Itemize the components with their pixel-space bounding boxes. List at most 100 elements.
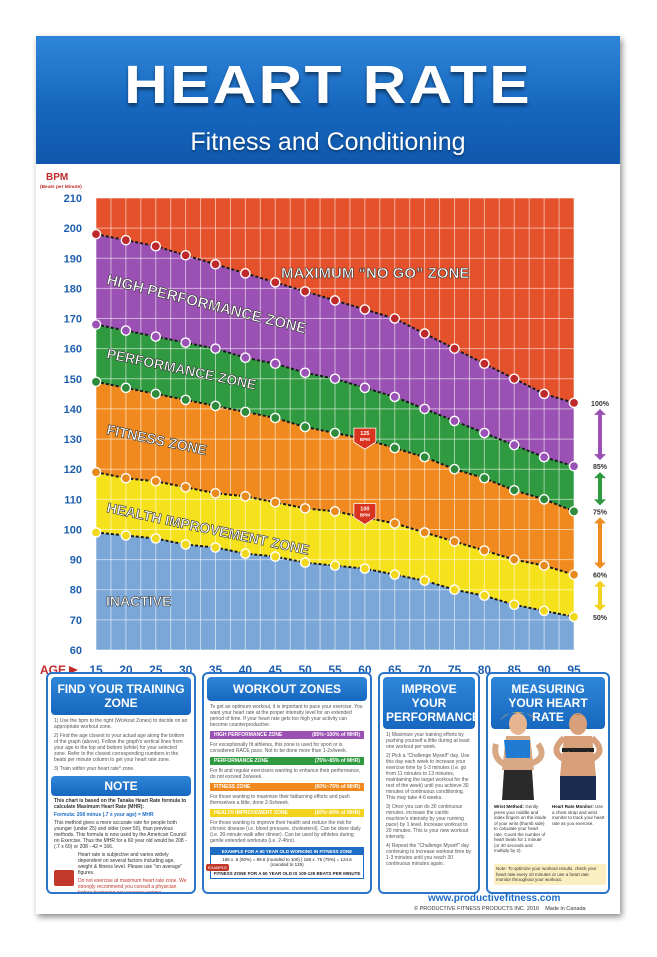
data-point (120, 234, 132, 246)
note-disclaimer: Heart rate is subjective and varies wide… (78, 852, 183, 876)
footer-made-in: Made in Canada (545, 906, 586, 912)
data-point (508, 373, 520, 385)
percent-label: 75% (593, 509, 608, 516)
data-point (150, 533, 162, 544)
improve-step-4: 4) Repeat the "Challenge Myself" day con… (386, 843, 472, 867)
data-point (210, 488, 221, 499)
data-point (329, 295, 341, 306)
data-point (210, 400, 221, 412)
data-point (538, 388, 550, 400)
data-point (389, 391, 401, 403)
footer-copyright-text: © PRODUCTIVE FITNESS PRODUCTS INC. 2016 (414, 906, 540, 912)
zone-health-label: HEALTH IMPROVEMENT ZONE (214, 810, 288, 816)
improve-performance-panel: IMPROVE YOUR PERFORMANCE 1) Maximize you… (378, 672, 480, 894)
callout-shape (353, 427, 377, 450)
example-label: EXAMPLE (206, 864, 229, 871)
note-text-2: This method gives a more accurate rate f… (54, 820, 187, 850)
y-tick-label: 120 (64, 464, 82, 476)
data-point (269, 497, 281, 508)
data-point (479, 472, 490, 484)
percent-arrow-up (594, 472, 606, 479)
data-point (508, 554, 520, 565)
zone-high-performance-pct: (85%~100% of MHR) (312, 732, 360, 738)
data-point (90, 319, 102, 330)
data-point (508, 439, 520, 451)
improve-step-1: 1) Maximize your training efforts by pus… (386, 732, 470, 750)
data-point (419, 328, 430, 339)
note-title: NOTE (51, 776, 191, 796)
percent-arrow-up (594, 408, 606, 415)
callout-value: 100 (360, 506, 369, 512)
zone-high-performance-text: For exceptionally fit athletes, this zon… (210, 742, 348, 754)
training-step-1: 1) Use the bpm to the right (Workout Zon… (54, 718, 188, 730)
note-warning: Do not exercise at maximum heart rate zo… (78, 878, 187, 894)
data-point (449, 463, 460, 475)
data-point (150, 388, 162, 400)
example-title: EXAMPLE FOR A 60 YEAR OLD WORKING IN FIT… (211, 848, 363, 855)
data-point (210, 258, 221, 270)
y-tick-label: 190 (64, 253, 82, 265)
data-point (180, 481, 191, 493)
data-point (329, 373, 341, 385)
footer-url[interactable]: www.productivefitness.com (428, 893, 561, 904)
y-tick-label: 80 (70, 585, 82, 597)
data-point (538, 451, 550, 463)
zone-fitness-text: For those wanting to maximize their fatb… (210, 794, 350, 806)
data-point (568, 506, 580, 517)
measure-note: Note: To optimize your workout results, … (494, 864, 606, 885)
improve-step-3: 3) Once you can do 30 continuous minutes… (386, 804, 469, 840)
percent-label: 85% (593, 464, 608, 471)
data-point (299, 503, 311, 514)
training-zone-title: FIND YOUR TRAINING ZONE (51, 677, 191, 715)
data-point (359, 563, 371, 574)
y-tick-label: 210 (64, 193, 82, 205)
data-point (240, 548, 251, 559)
data-point (299, 367, 311, 379)
series-50% (90, 527, 580, 623)
monitor-title: Heart Rate Monitor: (552, 804, 594, 809)
data-point (389, 313, 401, 324)
callout-shape (353, 503, 377, 525)
data-point (419, 403, 430, 415)
data-point (90, 466, 102, 478)
data-point (240, 268, 251, 279)
data-point (389, 569, 401, 580)
percent-label: 100% (591, 401, 610, 408)
zone-label: INACTIVE (106, 593, 171, 609)
data-point (508, 599, 520, 611)
example-result: FITNESS ZONE FOR A 60 YEAR OLD IS 100-12… (213, 871, 361, 876)
y-tick-label: 180 (64, 283, 82, 295)
zone-bar-fitness: FITNESS ZONE (60%~75% of MHR) (210, 783, 364, 791)
percent-arrow-down (594, 604, 606, 611)
zone-fitness-pct: (60%~75% of MHR) (314, 784, 360, 790)
data-point (269, 551, 281, 562)
percent-arrow-down (594, 562, 606, 569)
improve-step-2: 2) Pick a "Challenge Myself" day. Use th… (386, 753, 470, 801)
percent-arrow-up (594, 580, 606, 587)
data-point (479, 545, 490, 556)
data-point (269, 412, 281, 424)
training-zone-panel: FIND YOUR TRAINING ZONE 1) Use the bpm t… (46, 672, 196, 894)
data-point (419, 451, 430, 463)
y-tick-label: 70 (70, 615, 82, 627)
callout-value: 125 (360, 431, 369, 437)
data-point (150, 331, 162, 342)
percent-arrow-down (594, 454, 606, 461)
data-point (240, 491, 251, 502)
data-point (180, 394, 191, 406)
poster-title-text: HEART RATE (124, 55, 532, 115)
data-point (479, 358, 490, 370)
wrist-method-text: Gently press your middle and index finge… (494, 804, 547, 853)
zone-health-text: For those wanting to improve their healt… (210, 820, 361, 844)
data-point (210, 343, 221, 354)
zone-fitness-label: FITNESS ZONE (214, 784, 251, 790)
data-point (240, 406, 251, 418)
monitor-text: Use a chest strap and wrist monitor to t… (552, 804, 605, 826)
callout-unit: BPM (360, 512, 370, 517)
data-point (180, 249, 191, 261)
poster-title: HEART RATE (36, 54, 620, 116)
data-point (359, 304, 371, 315)
training-step-3: 3) Train within your heart rate* zone. (54, 766, 135, 772)
